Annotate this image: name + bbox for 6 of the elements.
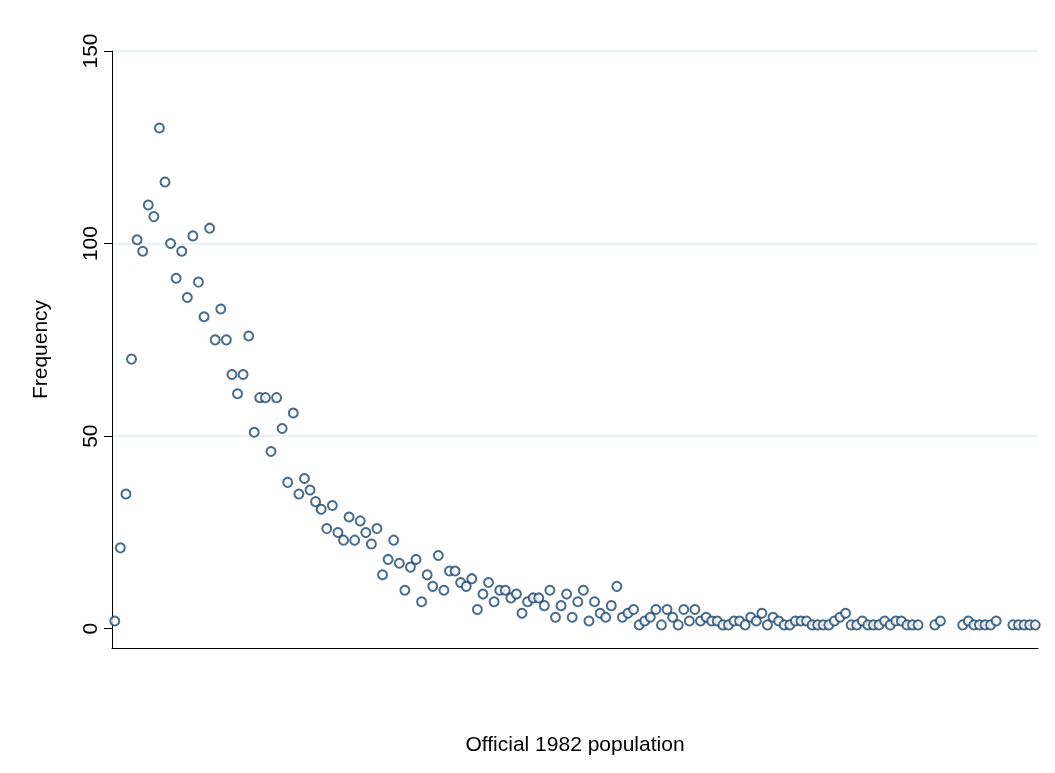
y-tick-label: 100 — [78, 226, 101, 262]
y-tick-label: 50 — [78, 424, 101, 448]
y-axis-title: Frequency — [28, 299, 51, 400]
y-tick-label: 0 — [78, 622, 101, 635]
x-axis-title: Official 1982 population — [465, 732, 685, 755]
y-tick-label: 150 — [78, 33, 101, 69]
